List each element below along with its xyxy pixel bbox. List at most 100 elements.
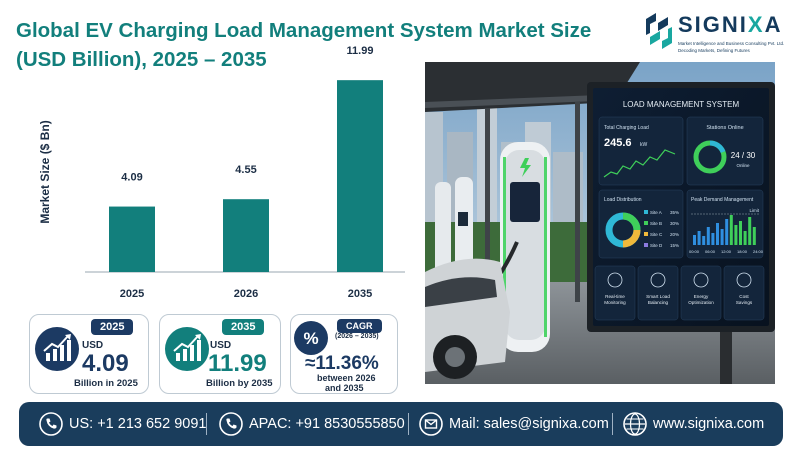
peak-bar — [702, 236, 706, 245]
distribution-item: Site D — [650, 243, 663, 248]
peak-time-label: 00:00 — [689, 249, 700, 254]
dashboard-title: LOAD MANAGEMENT SYSTEM — [623, 100, 740, 109]
footer-apac-phone[interactable]: APAC: +91 8530555850 — [219, 402, 405, 446]
feature-tile — [594, 265, 636, 321]
stat-year-badge: 2035 — [222, 319, 265, 335]
total-load-value: 245.6 — [604, 137, 632, 149]
feature-label: Energy Optimization — [688, 294, 714, 305]
footer-website[interactable]: www.signixa.com — [623, 402, 764, 446]
cagr-value: ≈11.36% — [305, 353, 379, 374]
peak-bar — [748, 217, 752, 245]
x-tick-label: 2026 — [234, 288, 258, 300]
ev-charging-illustration: LOAD MANAGEMENT SYSTEM Total Charging Lo… — [425, 62, 775, 384]
stations-label: Stations Online — [706, 125, 743, 131]
distribution-value: 20% — [670, 232, 679, 237]
bar-2026 — [223, 199, 269, 272]
stat-value: 4.09 — [82, 350, 129, 377]
feature-tile — [637, 265, 679, 321]
bar-value-label: 11.99 — [347, 45, 374, 57]
bar-2035 — [337, 80, 383, 272]
x-tick-label: 2025 — [120, 288, 144, 300]
growth-chart-icon — [35, 327, 79, 371]
peak-bar — [711, 233, 715, 245]
signixa-logo-icon — [646, 13, 672, 49]
peak-bar — [752, 227, 756, 245]
footer-us-phone[interactable]: US: +1 213 652 9091 — [39, 402, 206, 446]
distribution-value: 30% — [670, 221, 679, 226]
distribution-value: 35% — [670, 210, 679, 215]
bar-value-label: 4.09 — [121, 172, 142, 184]
contact-footer: US: +1 213 652 9091 APAC: +91 8530555850… — [19, 402, 783, 446]
balance-icon — [650, 272, 666, 288]
footer-separator — [612, 413, 613, 435]
energy-icon — [693, 272, 709, 288]
footer-mail[interactable]: Mail: sales@signixa.com — [419, 402, 609, 446]
savings-icon — [736, 272, 752, 288]
total-load-unit: kW — [640, 142, 648, 148]
peak-time-label: 06:00 — [705, 249, 716, 254]
peak-bar — [720, 229, 724, 245]
peak-time-label: 24:00 — [753, 249, 764, 254]
stat-card-2025: 2025 USD 4.09 Billion in 2025 — [29, 314, 149, 394]
total-load-label: Total Charging Load — [604, 125, 649, 131]
legend-swatch — [644, 221, 648, 225]
distribution-label: Load Distribution — [604, 197, 642, 203]
cagr-period: (2026 – 2035) — [335, 333, 379, 340]
stations-value: 24 / 30 — [731, 151, 756, 160]
feature-tile — [723, 265, 765, 321]
peak-time-label: 18:00 — [737, 249, 748, 254]
brand-logo: SIGNIXA Market Intelligence and Business… — [640, 8, 790, 64]
brand-name: SIGNIXA — [678, 12, 783, 37]
stat-card-2035: 2035 USD 11.99 Billion by 2035 — [159, 314, 281, 394]
peak-bar — [697, 231, 701, 245]
stat-value: 11.99 — [208, 350, 267, 377]
percent-icon: % — [294, 321, 328, 355]
peak-label: Peak Demand Management — [691, 197, 754, 203]
phone-icon — [39, 412, 63, 436]
distribution-item: Site A — [650, 210, 662, 215]
cagr-subtitle-2: and 2035 — [325, 383, 364, 393]
peak-bar — [734, 225, 738, 245]
stat-subtitle: Billion in 2025 — [74, 378, 138, 389]
y-axis-label: Market Size ($ Bn) — [38, 120, 52, 223]
stations-status: Online — [736, 163, 750, 168]
monitor-icon — [607, 272, 623, 288]
feature-label: Smart Load Balancing — [646, 294, 670, 305]
peak-time-label: 12:00 — [721, 249, 732, 254]
mail-icon — [419, 412, 443, 436]
peak-bar — [725, 219, 729, 245]
globe-icon — [623, 412, 647, 436]
peak-bar — [693, 235, 696, 245]
distribution-item: Site C — [650, 232, 663, 237]
peak-bar — [716, 223, 719, 245]
brand-slogan: Decoding Markets, Defining Futures — [678, 48, 750, 53]
legend-swatch — [644, 232, 648, 236]
bar-value-label: 4.55 — [235, 164, 256, 176]
distribution-value: 15% — [670, 243, 679, 248]
bar-2025 — [109, 206, 155, 272]
peak-bar — [739, 221, 742, 245]
distribution-item: Site B — [650, 221, 662, 226]
stat-card-cagr: % CAGR (2026 – 2035) ≈11.36% between 202… — [290, 314, 398, 394]
feature-label: Real-time Monitoring — [604, 294, 626, 305]
cagr-subtitle-1: between 2026 — [317, 373, 376, 383]
svg-text:%: % — [303, 329, 318, 348]
brand-tagline: Market Intelligence and Business Consult… — [678, 41, 785, 46]
stat-currency: USD — [82, 340, 104, 351]
feature-tile — [680, 265, 722, 321]
peak-bar — [743, 231, 747, 245]
footer-separator — [206, 413, 207, 435]
legend-swatch — [644, 243, 648, 247]
bar-chart: Market Size ($ Bn) 4.09 2025 4.55 2026 11.99… — [38, 45, 405, 300]
stat-year-badge: 2025 — [91, 319, 134, 335]
peak-bar — [706, 227, 710, 245]
cagr-badge: CAGR — [337, 319, 382, 333]
stat-subtitle: Billion by 2035 — [206, 378, 273, 389]
peak-limit-label: Limit — [749, 208, 759, 213]
peak-bar — [729, 215, 733, 245]
x-tick-label: 2035 — [348, 288, 372, 300]
growth-chart-icon — [165, 327, 209, 371]
legend-swatch — [644, 210, 648, 214]
stat-currency: USD — [210, 340, 232, 351]
page-title: Global EV Charging Load Management Syste… — [16, 19, 592, 71]
